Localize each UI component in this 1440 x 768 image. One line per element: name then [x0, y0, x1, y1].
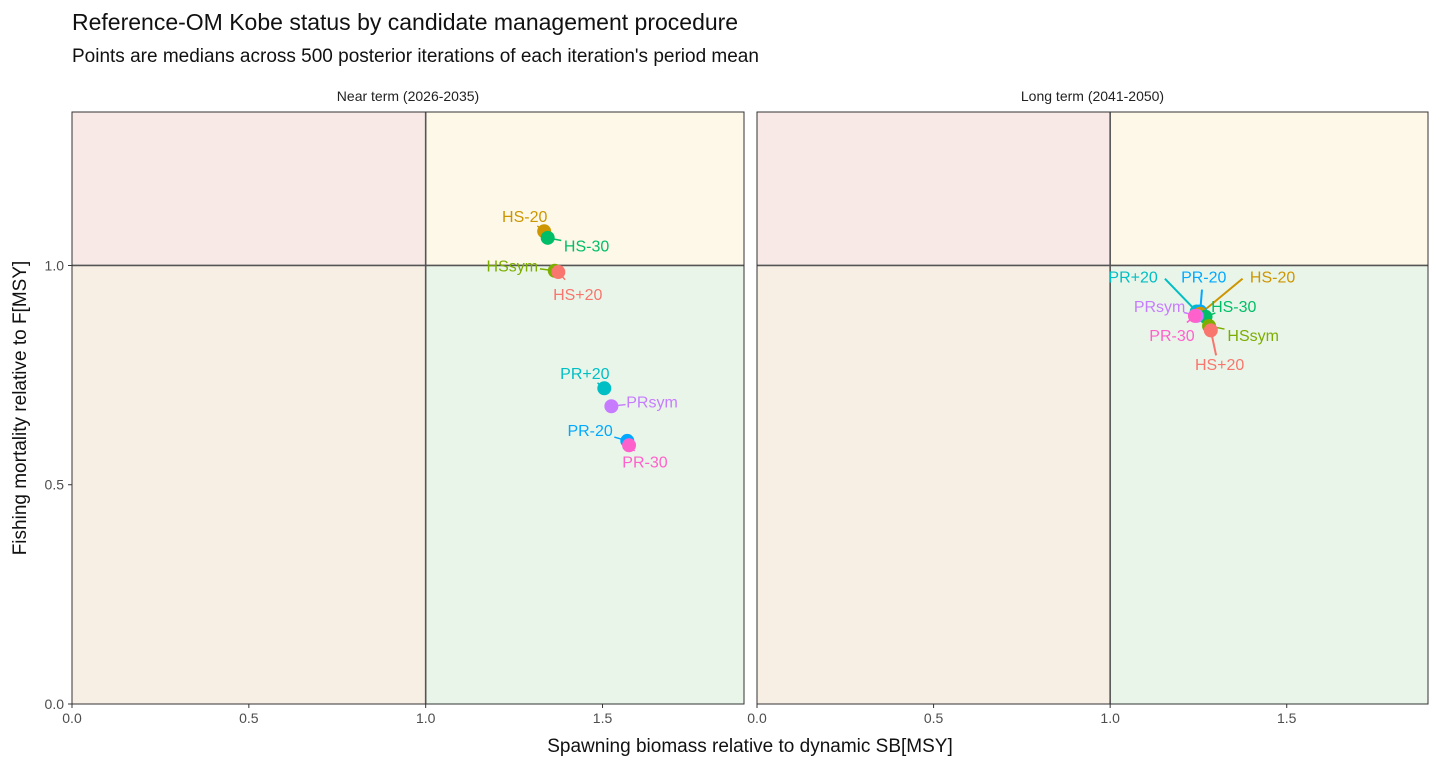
quadrant-overfished-no-overfishing [757, 265, 1111, 704]
quadrant-healthy-overfishing [425, 112, 744, 266]
point-label: PR-20 [1181, 269, 1226, 286]
quadrant-overfished-no-overfishing [72, 265, 426, 704]
chart-subtitle: Points are medians across 500 posterior … [72, 46, 759, 67]
point-label: PRsym [1134, 299, 1186, 316]
panel-title: Long term (2041-2050) [1021, 88, 1164, 104]
leader-line [1199, 277, 1244, 315]
point-label: PRsym [626, 394, 678, 411]
quadrant-healthy [425, 265, 744, 704]
chart-title: Reference-OM Kobe status by candidate ma… [72, 9, 738, 35]
x-tick-label: 0.5 [924, 710, 944, 726]
quadrant-overfished-overfishing [72, 112, 426, 266]
panel-border [71, 111, 745, 705]
leader-line [1164, 277, 1198, 313]
point-prminus30 [1187, 308, 1202, 323]
point-label: HS+20 [553, 287, 602, 304]
point-prminus30 [622, 438, 637, 453]
x-tick-label: 0.0 [62, 710, 82, 726]
x-tick-label: 1.0 [416, 710, 436, 726]
point-label: HSsym [487, 258, 539, 275]
point-label: PR+20 [560, 366, 609, 383]
y-tick-label: 0.5 [45, 477, 65, 493]
x-tick-label: 1.0 [1100, 710, 1120, 726]
point-label: HS-20 [502, 209, 547, 226]
y-axis-title: Fishing mortality relative to F[MSY] [10, 261, 31, 556]
panel-1: Near term (2026-2035) 0.0 0.5 1.0 1.5 0.0 0.5 1… [45, 88, 745, 726]
panel-border [756, 111, 1429, 705]
point-label: HS-30 [564, 238, 609, 255]
point-label: PR-20 [567, 423, 612, 440]
quadrant-overfished-overfishing [757, 112, 1111, 266]
x-axis-title: Spawning biomass relative to dynamic SB[… [547, 736, 953, 757]
x-tick-label: 1.5 [1277, 710, 1297, 726]
point-prsym [604, 399, 619, 414]
facet-panels: Near term (2026-2035) 0.0 0.5 1.0 1.5 0.0 0.5 1… [45, 88, 1429, 726]
panel-title: Near term (2026-2035) [337, 88, 479, 104]
point-label: HS-30 [1211, 299, 1256, 316]
point-label: PR-30 [1149, 328, 1194, 345]
quadrant-healthy [1110, 265, 1428, 704]
point-label: HS+20 [1195, 357, 1244, 374]
point-label: HSsym [1227, 328, 1279, 345]
point-hsplus20 [1203, 323, 1218, 338]
y-tick-label: 1.0 [45, 257, 65, 273]
point-prplus20 [597, 381, 612, 396]
point-label: PR-30 [622, 454, 667, 471]
point-hsminus30 [540, 230, 555, 245]
x-tick-label: 0.0 [747, 710, 767, 726]
point-label: PR+20 [1108, 269, 1157, 286]
x-tick-label: 1.5 [593, 710, 613, 726]
point-hsplus20 [551, 265, 566, 280]
y-tick-label: 0.0 [45, 696, 65, 712]
panel-2: Long term (2041-2050) 0.0 0.5 1.0 1.5 PR+20 PR… [747, 88, 1429, 726]
point-label: HS-20 [1250, 269, 1295, 286]
x-tick-label: 0.5 [239, 710, 259, 726]
quadrant-healthy-overfishing [1110, 112, 1428, 266]
